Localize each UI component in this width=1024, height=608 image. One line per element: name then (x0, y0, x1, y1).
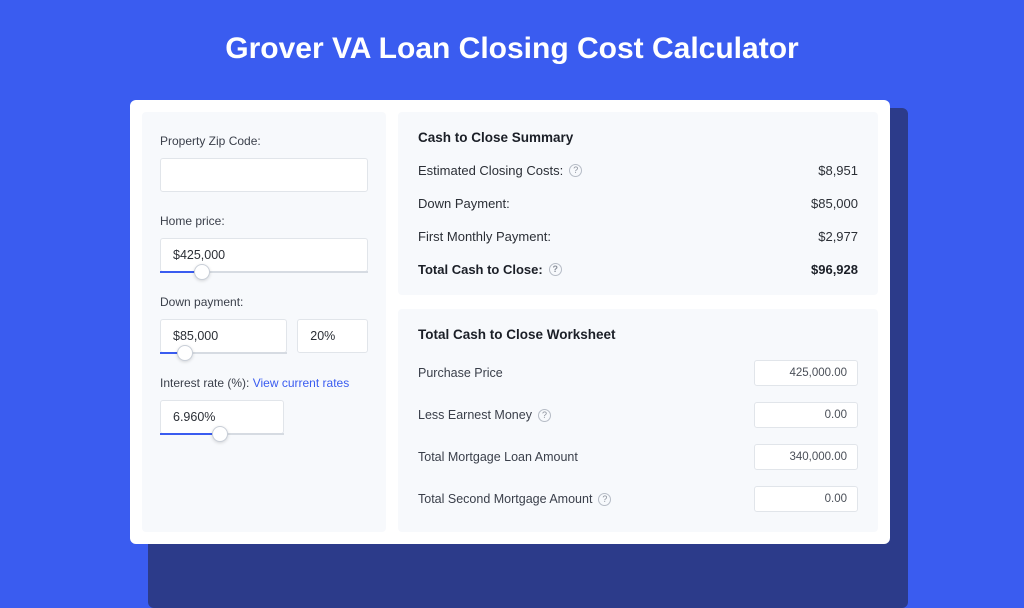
worksheet-row: Purchase Price 425,000.00 (418, 360, 858, 386)
page-title: Grover VA Loan Closing Cost Calculator (0, 0, 1024, 94)
interest-slider-thumb[interactable] (212, 426, 228, 442)
interest-label-row: Interest rate (%): View current rates (160, 376, 368, 390)
home-price-field-group: Home price: (160, 214, 368, 273)
summary-row: Down Payment: $85,000 (418, 196, 858, 211)
interest-field-group: Interest rate (%): View current rates (160, 376, 368, 435)
worksheet-label: Less Earnest Money (418, 408, 532, 422)
worksheet-panel: Total Cash to Close Worksheet Purchase P… (398, 309, 878, 532)
interest-slider[interactable] (160, 433, 284, 435)
down-payment-slider[interactable] (160, 352, 287, 354)
worksheet-label: Total Second Mortgage Amount (418, 492, 592, 506)
zip-input[interactable] (160, 158, 368, 192)
down-payment-percent-input[interactable] (297, 319, 368, 353)
worksheet-label: Purchase Price (418, 366, 503, 380)
summary-title: Cash to Close Summary (418, 130, 858, 145)
zip-field-group: Property Zip Code: (160, 134, 368, 192)
summary-panel: Cash to Close Summary Estimated Closing … (398, 112, 878, 295)
summary-value: $2,977 (818, 229, 858, 244)
worksheet-label: Total Mortgage Loan Amount (418, 450, 578, 464)
summary-row: First Monthly Payment: $2,977 (418, 229, 858, 244)
view-rates-link[interactable]: View current rates (253, 376, 350, 390)
worksheet-row: Total Second Mortgage Amount ? 0.00 (418, 486, 858, 512)
home-price-input[interactable] (160, 238, 368, 272)
inputs-panel: Property Zip Code: Home price: Down paym… (142, 112, 386, 532)
worksheet-value[interactable]: 340,000.00 (754, 444, 858, 470)
worksheet-title: Total Cash to Close Worksheet (418, 327, 858, 342)
summary-total-row: Total Cash to Close: ? $96,928 (418, 262, 858, 277)
results-column: Cash to Close Summary Estimated Closing … (398, 112, 878, 532)
interest-label: Interest rate (%): (160, 376, 249, 390)
interest-slider-fill (160, 433, 220, 435)
calculator-card: Property Zip Code: Home price: Down paym… (130, 100, 890, 544)
summary-row: Estimated Closing Costs: ? $8,951 (418, 163, 858, 178)
worksheet-value[interactable]: 0.00 (754, 486, 858, 512)
down-payment-label: Down payment: (160, 295, 368, 309)
worksheet-row: Less Earnest Money ? 0.00 (418, 402, 858, 428)
help-icon[interactable]: ? (598, 493, 611, 506)
zip-label: Property Zip Code: (160, 134, 368, 148)
home-price-slider-thumb[interactable] (194, 264, 210, 280)
down-payment-field-group: Down payment: (160, 295, 368, 354)
summary-label: Estimated Closing Costs: (418, 163, 563, 178)
down-payment-slider-thumb[interactable] (177, 345, 193, 361)
help-icon[interactable]: ? (538, 409, 551, 422)
summary-label: First Monthly Payment: (418, 229, 551, 244)
summary-total-label: Total Cash to Close: (418, 262, 543, 277)
summary-label: Down Payment: (418, 196, 510, 211)
worksheet-value[interactable]: 425,000.00 (754, 360, 858, 386)
summary-value: $85,000 (811, 196, 858, 211)
home-price-label: Home price: (160, 214, 368, 228)
worksheet-row: Total Mortgage Loan Amount 340,000.00 (418, 444, 858, 470)
summary-total-value: $96,928 (811, 262, 858, 277)
summary-value: $8,951 (818, 163, 858, 178)
home-price-slider[interactable] (160, 271, 368, 273)
help-icon[interactable]: ? (569, 164, 582, 177)
worksheet-value[interactable]: 0.00 (754, 402, 858, 428)
help-icon[interactable]: ? (549, 263, 562, 276)
